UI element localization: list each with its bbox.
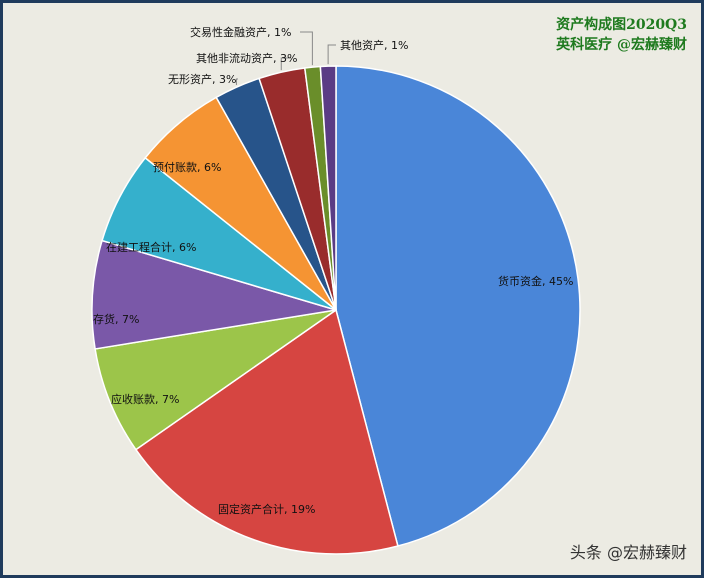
pie-slice-3 [94,309,337,451]
pie-slice-10 [319,65,337,311]
data-label-2: 固定资产合计, 19% [218,502,315,516]
chart-subtitle: 英科医疗 @宏赫臻财 [556,37,687,53]
leader-line-8 [280,57,291,71]
data-label-4: 存货, 7% [93,312,139,326]
leader-line-9 [300,31,313,66]
data-label-9: 交易性金融资产, 1% [190,25,291,39]
watermark: 头条 @宏赫臻财 [569,543,687,562]
leader-line-7 [235,78,238,86]
pie-slice-2 [134,308,399,555]
data-label-10: 其他资产, 1% [340,38,408,52]
data-label-7: 无形资产, 3% [168,72,236,86]
chart-title-block: 资产构成图2020Q3 英科医疗 @宏赫臻财 [556,15,687,55]
data-label-3: 应收账款, 7% [111,392,179,406]
chart-area: 货币资金, 45% 固定资产合计, 19% 应收账款, 7% 存货, 7% 在建工程合计… [3,3,701,575]
pie-slice-4 [91,239,337,350]
data-label-5: 在建工程合计, 6% [106,240,196,254]
pie-slice-1 [335,65,581,547]
data-label-1: 货币资金, 45% [498,274,573,288]
data-label-8: 其他非流动资产, 3% [196,51,297,65]
leader-line-10 [327,44,336,65]
chart-title: 资产构成图2020Q3 [556,17,687,33]
data-label-6: 预付账款, 6% [153,160,221,174]
pie-chart: 货币资金, 45% 固定资产合计, 19% 应收账款, 7% 存货, 7% 在建工程合计… [91,25,581,555]
